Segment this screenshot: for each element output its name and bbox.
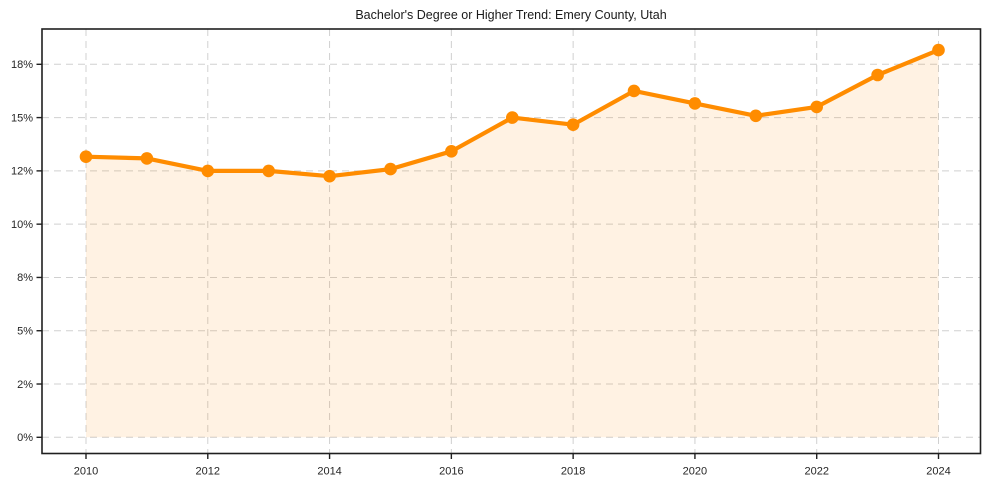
data-point-marker-2018 xyxy=(566,118,580,131)
plot-area: 0% 2% 5% 8% 10% 12% 15% 18% 2010 2012 2014 2016 2018… xyxy=(11,28,982,478)
data-point-marker-2024 xyxy=(932,43,945,57)
data-point-marker-2015 xyxy=(384,162,397,176)
data-point-marker-2012 xyxy=(201,164,215,178)
x-axis-label: 2024 xyxy=(926,466,950,478)
data-point-marker-2017 xyxy=(506,111,519,124)
x-axis-label: 2012 xyxy=(196,466,220,478)
y-axis-label: 8% xyxy=(17,272,33,284)
x-axis-label: 2016 xyxy=(439,466,463,478)
data-point-marker-2011 xyxy=(140,152,154,165)
x-axis-label: 2014 xyxy=(317,466,341,478)
x-axis-label: 2018 xyxy=(561,466,585,478)
chart-title: Bachelor's Degree or Higher Trend: Emery… xyxy=(355,8,666,22)
data-point-marker-2023 xyxy=(871,68,884,82)
data-point-marker-2021 xyxy=(749,109,763,123)
data-point-marker-2019 xyxy=(627,84,641,98)
y-axis-label: 18% xyxy=(11,59,33,71)
y-axis-label: 5% xyxy=(17,326,33,338)
x-axis-label: 2010 xyxy=(74,466,98,478)
data-point-marker-2016 xyxy=(445,145,458,158)
x-axis-label: 2020 xyxy=(683,466,707,478)
y-axis-label: 10% xyxy=(11,219,33,231)
data-point-marker-2014 xyxy=(323,169,336,183)
x-axis-label: 2022 xyxy=(804,466,828,478)
data-point-marker-2022 xyxy=(810,100,823,114)
plot-border xyxy=(41,28,982,455)
y-axis-label: 0% xyxy=(17,432,33,444)
data-point-marker-2013 xyxy=(262,164,276,178)
area-fill xyxy=(86,50,939,438)
data-point-marker-2010 xyxy=(79,150,93,163)
y-axis-label: 12% xyxy=(11,166,33,178)
y-axis-label: 2% xyxy=(17,379,33,391)
y-axis-label: 15% xyxy=(11,112,33,124)
data-point-marker-2020 xyxy=(688,97,702,110)
